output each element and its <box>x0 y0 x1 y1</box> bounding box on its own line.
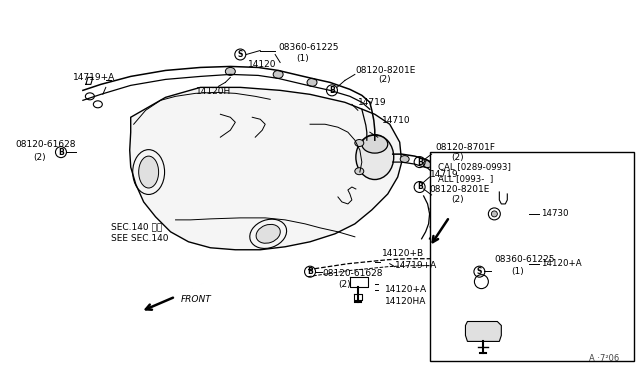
Ellipse shape <box>423 161 432 167</box>
Text: 14730: 14730 <box>541 209 569 218</box>
Text: ALL [0993-  ]: ALL [0993- ] <box>438 174 493 183</box>
Ellipse shape <box>430 205 439 212</box>
Text: 14120+A: 14120+A <box>385 285 427 294</box>
Text: 14719+A: 14719+A <box>73 73 115 82</box>
Ellipse shape <box>355 168 364 175</box>
Text: FRONT: FRONT <box>180 295 211 304</box>
Ellipse shape <box>475 268 484 275</box>
Text: 14719+A: 14719+A <box>395 261 437 270</box>
Text: SEE SEC.140: SEE SEC.140 <box>111 234 168 243</box>
Text: (1): (1) <box>511 267 524 276</box>
Text: B: B <box>417 183 422 192</box>
Ellipse shape <box>435 260 444 267</box>
Text: 14120H: 14120H <box>195 87 230 96</box>
Ellipse shape <box>139 156 159 188</box>
Ellipse shape <box>225 67 236 76</box>
Text: B: B <box>58 148 64 157</box>
Text: 08360-61225: 08360-61225 <box>494 255 555 264</box>
Text: S: S <box>477 267 482 276</box>
Text: 14120+B: 14120+B <box>382 249 424 258</box>
Text: 14120: 14120 <box>248 60 276 69</box>
Text: B: B <box>307 267 313 276</box>
Text: CAL [0289-0993]: CAL [0289-0993] <box>438 162 511 171</box>
Ellipse shape <box>256 224 280 243</box>
Ellipse shape <box>307 78 317 86</box>
Text: B: B <box>329 86 335 95</box>
Text: S: S <box>237 50 243 59</box>
Bar <box>429 152 634 361</box>
Text: (2): (2) <box>378 75 390 84</box>
Text: A ·7²06: A ·7²06 <box>589 355 619 363</box>
Text: 14719: 14719 <box>358 98 387 107</box>
Polygon shape <box>130 87 402 250</box>
Text: 08120-8201E: 08120-8201E <box>356 66 416 75</box>
Text: SEC.140 参照: SEC.140 参照 <box>111 222 162 231</box>
Ellipse shape <box>430 223 439 230</box>
Text: 08360-61225: 08360-61225 <box>278 43 339 52</box>
Text: 08120-61628: 08120-61628 <box>322 269 383 278</box>
Ellipse shape <box>355 140 364 147</box>
Text: 14710: 14710 <box>382 116 410 125</box>
Text: 14120HA: 14120HA <box>385 297 426 306</box>
Text: (2): (2) <box>451 153 464 161</box>
Text: 08120-8201E: 08120-8201E <box>429 186 490 195</box>
Ellipse shape <box>400 155 409 163</box>
Text: 08120-8701F: 08120-8701F <box>436 142 495 152</box>
Text: (2): (2) <box>338 280 351 289</box>
Text: 14719: 14719 <box>429 170 458 179</box>
Ellipse shape <box>356 135 394 180</box>
Text: (2): (2) <box>33 153 45 161</box>
Text: 08120-61628: 08120-61628 <box>15 140 76 149</box>
Text: B: B <box>417 158 422 167</box>
Ellipse shape <box>273 70 283 78</box>
Circle shape <box>492 211 497 217</box>
Text: (2): (2) <box>451 195 464 205</box>
Polygon shape <box>465 321 501 341</box>
Ellipse shape <box>362 135 388 153</box>
Text: (1): (1) <box>296 54 309 63</box>
Text: 14120+A: 14120+A <box>541 259 582 268</box>
